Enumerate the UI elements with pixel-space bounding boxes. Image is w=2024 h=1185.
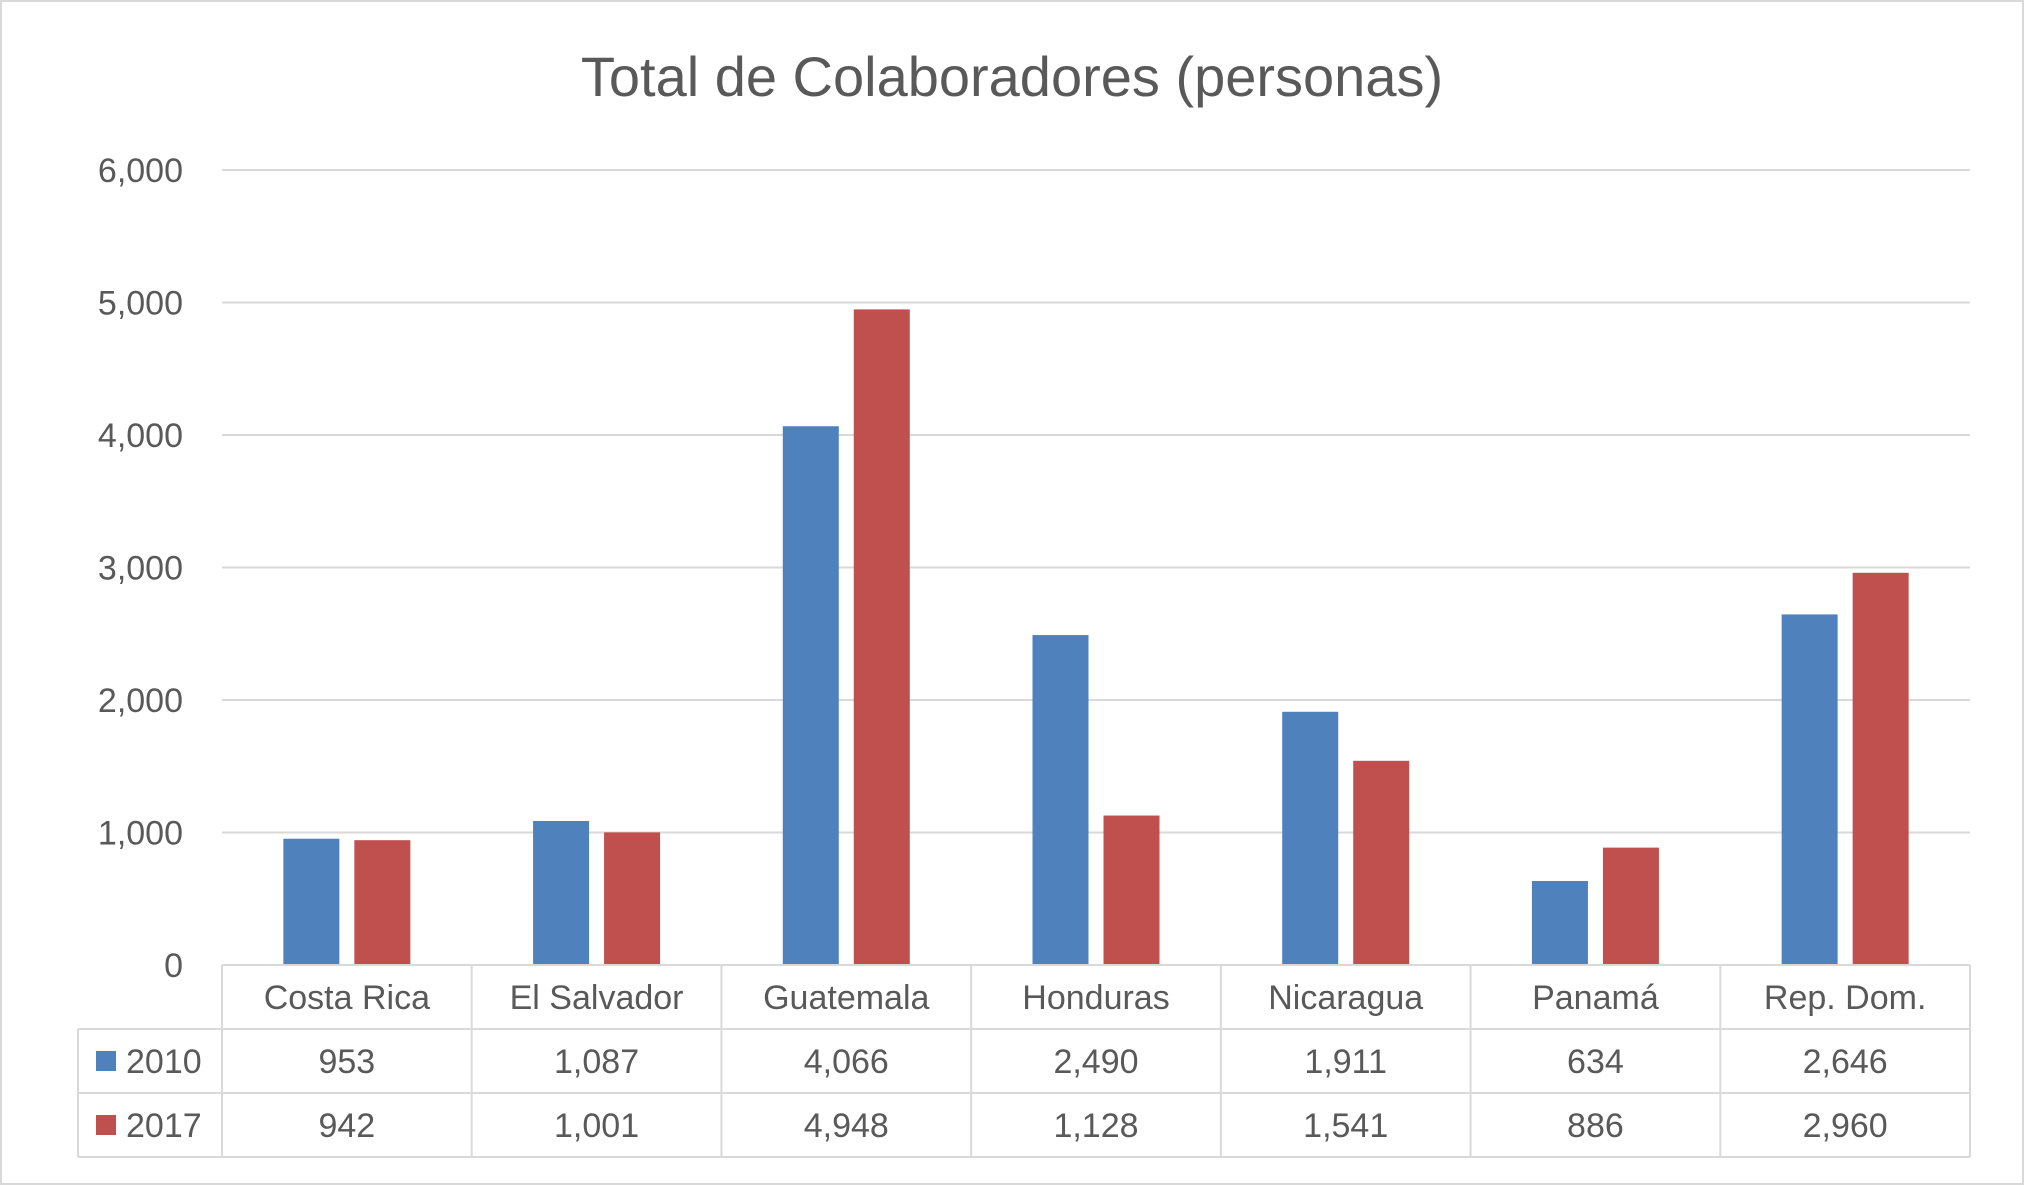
y-tick-label: 0 bbox=[164, 947, 183, 985]
category-label: Panamá bbox=[1532, 979, 1659, 1017]
category-label: Guatemala bbox=[763, 979, 929, 1017]
data-label: 1,128 bbox=[1053, 1107, 1138, 1145]
y-tick-label: 3,000 bbox=[98, 550, 183, 588]
legend-swatch-2010 bbox=[96, 1051, 116, 1071]
bar-2017-2 bbox=[604, 832, 661, 965]
data-label: 2,490 bbox=[1053, 1043, 1138, 1081]
category-label: Rep. Dom. bbox=[1764, 979, 1927, 1017]
data-label: 942 bbox=[318, 1107, 375, 1145]
bar-2010-5 bbox=[1282, 711, 1339, 965]
y-tick-label: 1,000 bbox=[98, 815, 183, 853]
bar-2017-6 bbox=[1602, 847, 1659, 965]
data-label: 2,960 bbox=[1803, 1107, 1888, 1145]
data-label: 1,541 bbox=[1303, 1107, 1388, 1145]
bar-2017-1 bbox=[354, 840, 411, 965]
category-label: Honduras bbox=[1022, 979, 1169, 1017]
data-table: Costa Rica El Salvador Guatemala Honduras Ni… bbox=[77, 964, 1971, 1158]
data-label: 1,911 bbox=[1304, 1043, 1387, 1081]
data-label: 634 bbox=[1567, 1043, 1624, 1081]
y-tick-label: 6,000 bbox=[98, 152, 183, 190]
data-label: 1,001 bbox=[554, 1107, 639, 1145]
data-label: 4,066 bbox=[804, 1043, 889, 1081]
legend-label: 2010 bbox=[126, 1043, 202, 1081]
data-label: 886 bbox=[1567, 1107, 1624, 1145]
data-label: 1,087 bbox=[554, 1043, 639, 1081]
y-axis: 0 1,000 2,000 3,000 4,000 5,000 6,000 bbox=[98, 152, 183, 985]
bar-2017-4 bbox=[1103, 815, 1160, 965]
data-label: 2,646 bbox=[1803, 1043, 1888, 1081]
bar-2017-3 bbox=[853, 309, 910, 965]
y-tick-label: 2,000 bbox=[98, 682, 183, 720]
data-label: 953 bbox=[318, 1043, 375, 1081]
y-tick-label: 5,000 bbox=[98, 285, 183, 323]
bar-2010-6 bbox=[1531, 880, 1588, 965]
legend-swatch-2017 bbox=[96, 1115, 116, 1135]
bar-2017-5 bbox=[1353, 760, 1410, 965]
gridlines bbox=[222, 169, 1970, 834]
legend-label: 2017 bbox=[126, 1107, 202, 1145]
bar-2010-4 bbox=[1032, 635, 1089, 965]
bars bbox=[283, 309, 1909, 965]
bar-2017-7 bbox=[1852, 572, 1909, 965]
category-label: Costa Rica bbox=[264, 979, 430, 1017]
bar-2010-1 bbox=[283, 838, 340, 965]
data-label: 4,948 bbox=[804, 1107, 889, 1145]
chart-title: Total de Colaboradores (personas) bbox=[581, 45, 1443, 108]
category-label: El Salvador bbox=[510, 979, 684, 1017]
bar-2010-3 bbox=[782, 426, 839, 965]
bar-2010-7 bbox=[1781, 614, 1838, 965]
category-label: Nicaragua bbox=[1268, 979, 1423, 1017]
bar-2010-2 bbox=[533, 820, 590, 965]
y-tick-label: 4,000 bbox=[98, 417, 183, 455]
